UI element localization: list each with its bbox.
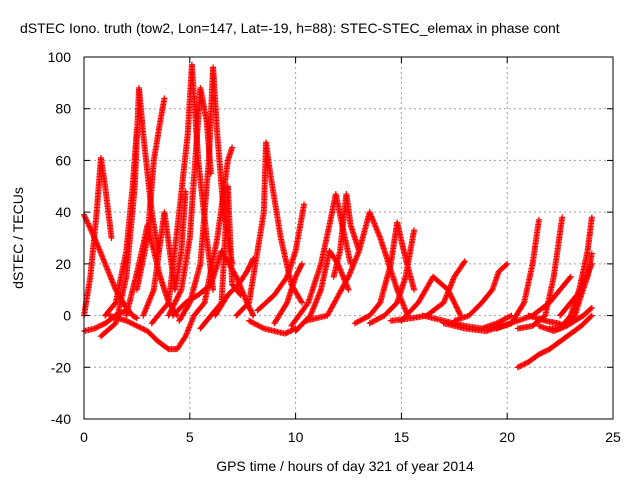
- y-tick-label: -20: [51, 359, 71, 375]
- x-tick-label: 5: [186, 429, 194, 445]
- data-point: [108, 235, 115, 241]
- data-point: [120, 308, 127, 315]
- series-5: [133, 95, 168, 293]
- x-tick-label: 0: [80, 429, 88, 445]
- data-point: [91, 325, 98, 332]
- x-tick-label: 25: [605, 429, 621, 445]
- data-point: [411, 286, 418, 293]
- data-point: [111, 300, 118, 307]
- y-tick-label: 60: [55, 152, 71, 168]
- y-tick-label: 0: [63, 308, 71, 324]
- data-point: [229, 144, 236, 151]
- y-tick-label: 80: [55, 101, 71, 117]
- data-point: [133, 315, 140, 322]
- series-1: [81, 154, 115, 319]
- y-tick-label: -40: [51, 411, 71, 427]
- chart-title: dSTEC Iono. truth (tow2, Lon=147, Lat=-1…: [20, 20, 560, 36]
- data-point: [98, 322, 105, 329]
- data-point: [96, 322, 103, 329]
- data-points: [81, 61, 595, 371]
- data-point: [161, 95, 168, 102]
- y-tick-label: 100: [48, 49, 72, 65]
- y-axis-label: dSTEC / TECUs: [10, 187, 26, 289]
- data-point: [133, 126, 140, 133]
- y-tick-label: 40: [55, 204, 71, 220]
- x-axis-label: GPS time / hours of day 321 of year 2014: [216, 458, 474, 474]
- series-17: [246, 317, 299, 337]
- data-point: [99, 321, 106, 328]
- x-tick-label: 15: [394, 429, 410, 445]
- x-tick-label: 20: [499, 429, 515, 445]
- series-4: [102, 126, 140, 319]
- data-point: [94, 324, 101, 331]
- data-point: [95, 323, 102, 330]
- y-tick-label: 20: [55, 256, 71, 272]
- x-tick-label: 10: [288, 429, 304, 445]
- data-point: [132, 314, 139, 321]
- data-point: [92, 324, 99, 331]
